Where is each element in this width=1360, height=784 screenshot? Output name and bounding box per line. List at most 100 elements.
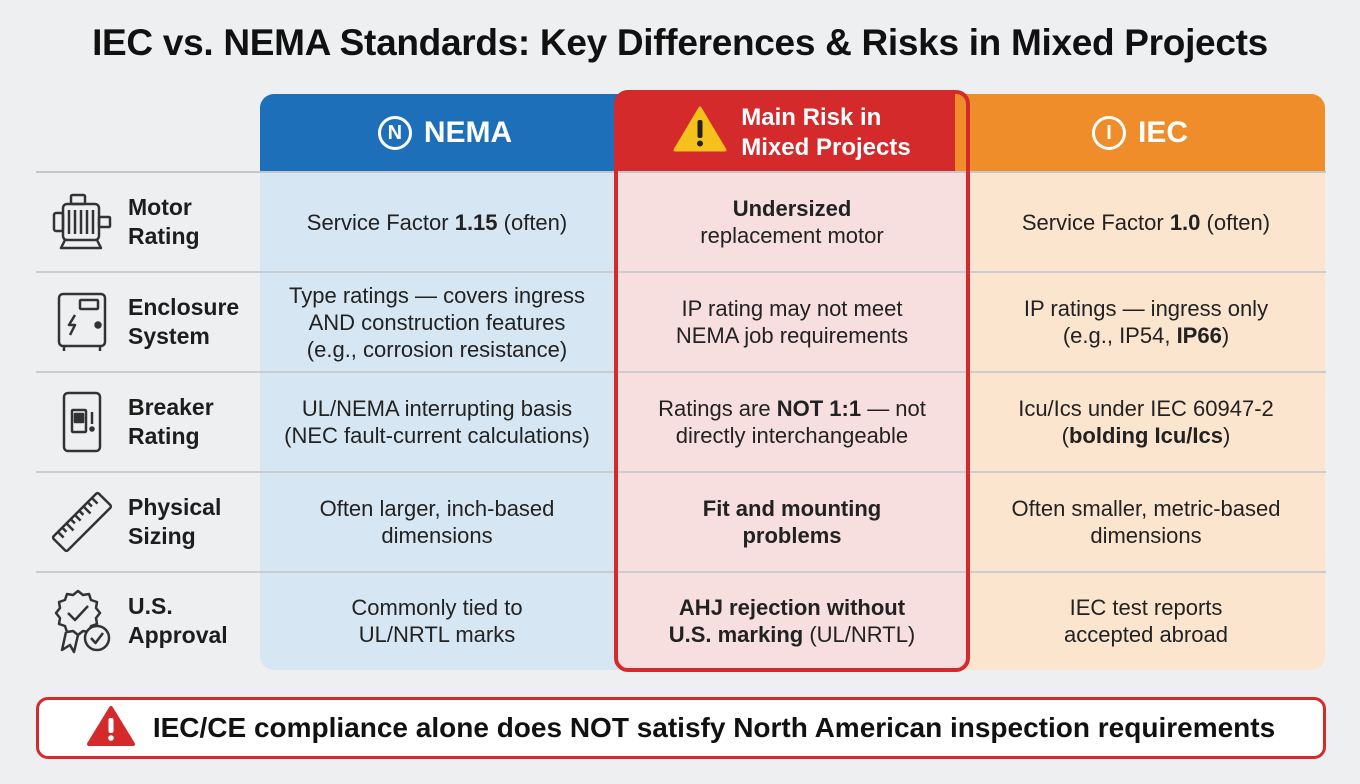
cell-text-bold: U.S. marking [668,622,804,647]
cell-text: Undersized replacement motor [700,195,883,249]
cell-text-part: ) [1223,423,1231,448]
risk-column [614,94,970,670]
ruler-icon [36,488,128,556]
cell-line: UL/NRTL marks [358,622,516,647]
cell-text-part: — not [861,396,926,421]
row-divider [36,271,1326,273]
cell-text-part: (UL/NRTL) [803,622,916,647]
row-divider [36,371,1326,373]
row-label-line1: Motor [128,194,192,220]
cell-text-part: Ratings are [658,396,777,421]
cell-line: IEC test reports [1069,595,1223,620]
cell-text-bold: bolding Icu/Ics [1068,423,1223,448]
cell-text: AHJ rejection without U.S. marking (UL/N… [669,594,916,648]
cell-line: Icu/Ics under IEC 60947-2 [1018,396,1274,421]
breaker-icon [36,390,128,454]
nema-cell-enclosure: Type ratings — covers ingress AND constr… [260,273,614,371]
cell-text: Service Factor 1.15 (often) [307,209,567,236]
nema-cell-sizing: Often larger, inch-based dimensions [260,473,614,571]
nema-header: N NEMA [260,94,630,172]
cell-line: (e.g., corrosion resistance) [306,336,568,362]
row-label-text: Enclosure System [128,293,239,351]
row-label-motor: Motor Rating [36,173,260,271]
row-label-text: Physical Sizing [128,493,221,551]
cell-text: Often smaller, metric-based dimensions [1012,495,1281,549]
row-divider [36,171,1326,173]
row-label-sizing: Physical Sizing [36,473,260,571]
warning-banner-text: IEC/CE compliance alone does NOT satisfy… [152,712,1276,743]
row-label-enclosure: Enclosure System [36,273,260,371]
cell-text: Often larger, inch-based dimensions [320,495,555,549]
cell-text-part: (e.g., IP54, [1062,323,1177,348]
cell-line: Often smaller, metric-based [1011,496,1281,521]
risk-cell-approval: AHJ rejection without U.S. marking (UL/N… [618,573,966,669]
nema-cell-breaker: UL/NEMA interrupting basis (NEC fault-cu… [260,373,614,471]
row-label-line1: Breaker [128,394,214,420]
risk-cell-motor: Undersized replacement motor [618,173,966,271]
row-divider [36,571,1326,573]
iec-cell-breaker: Icu/Ics under IEC 60947-2 (bolding Icu/I… [970,373,1322,471]
row-label-text: U.S. Approval [128,592,228,650]
cell-text-bold: 1.15 [454,209,498,235]
cell-line: directly interchangeable [675,423,909,448]
nema-column [260,94,640,670]
cell-text-part: ( [1061,423,1069,448]
cell-text-bold: 1.0 [1169,209,1201,235]
nema-circle-icon: N [377,116,412,150]
cell-line: UL/NEMA interrupting basis [301,396,573,421]
cell-line: IP rating may not meet [681,296,903,321]
cell-text: UL/NEMA interrupting basis (NEC fault-cu… [284,395,590,449]
row-divider [36,471,1326,473]
row-label-line2: System [128,323,210,349]
risk-cell-breaker: Ratings are NOT 1:1 — not directly inter… [618,373,966,471]
cell-line: dimensions [381,523,493,548]
approval-badge-icon [36,588,128,654]
cell-line: Type ratings — covers ingress [289,282,585,308]
cell-line: replacement motor [700,223,884,248]
cell-text-bold: NOT 1:1 [776,396,862,421]
cell-text-part: (often) [1200,209,1271,235]
cell-line: accepted abroad [1064,622,1228,647]
cell-text: Fit and mounting problems [703,495,881,549]
cell-text: Type ratings — covers ingress AND constr… [289,282,585,363]
iec-header-label: IEC [1137,116,1188,149]
iec-column [945,94,1325,670]
cell-text-part: (often) [497,209,568,235]
cell-line: AND construction features [308,309,566,335]
iec-cell-approval: IEC test reports accepted abroad [970,573,1322,669]
cell-text: IP ratings — ingress only (e.g., IP54, I… [1024,295,1268,349]
cell-line: (e.g., IP54, IP66) [1024,322,1268,349]
iec-cell-motor: Service Factor 1.0 (often) [970,173,1322,271]
cell-line: Ratings are NOT 1:1 — not [658,395,926,422]
iec-circle-icon: I [1091,116,1126,150]
iec-header: I IEC [955,94,1325,172]
iec-cell-sizing: Often smaller, metric-based dimensions [970,473,1322,571]
row-label-approval: U.S. Approval [36,573,260,669]
nema-cell-approval: Commonly tied to UL/NRTL marks [260,573,614,669]
cell-text: Icu/Ics under IEC 60947-2 (bolding Icu/I… [1018,395,1274,449]
cell-text: Commonly tied to UL/NRTL marks [351,594,522,648]
row-label-line2: Sizing [128,523,196,549]
row-label-text: Breaker Rating [128,393,214,451]
row-label-line1: Enclosure [128,294,240,320]
risk-header-line1: Main Risk in [741,104,882,131]
row-label-text: Motor Rating [128,193,200,251]
cell-text-part: Service Factor [306,209,455,235]
cell-line: Undersized [732,196,852,221]
cell-text-part: Service Factor [1021,209,1170,235]
row-label-line2: Approval [128,622,228,648]
risk-cell-sizing: Fit and mounting problems [618,473,966,571]
cell-line: IP ratings — ingress only [1023,296,1269,321]
enclosure-icon [36,291,128,353]
cell-line: Often larger, inch-based [319,496,555,521]
cell-line: Fit and mounting [702,496,882,521]
nema-header-label: NEMA [423,116,513,149]
risk-header-text: Main Risk in Mixed Projects [741,103,910,163]
row-label-breaker: Breaker Rating [36,373,260,471]
cell-text: Service Factor 1.0 (often) [1022,209,1270,236]
row-label-line2: Rating [128,223,200,249]
cell-text-bold: IP66 [1176,323,1222,348]
nema-cell-motor: Service Factor 1.15 (often) [260,173,614,271]
row-label-line1: Physical [128,494,222,520]
cell-line: dimensions [1090,523,1202,548]
